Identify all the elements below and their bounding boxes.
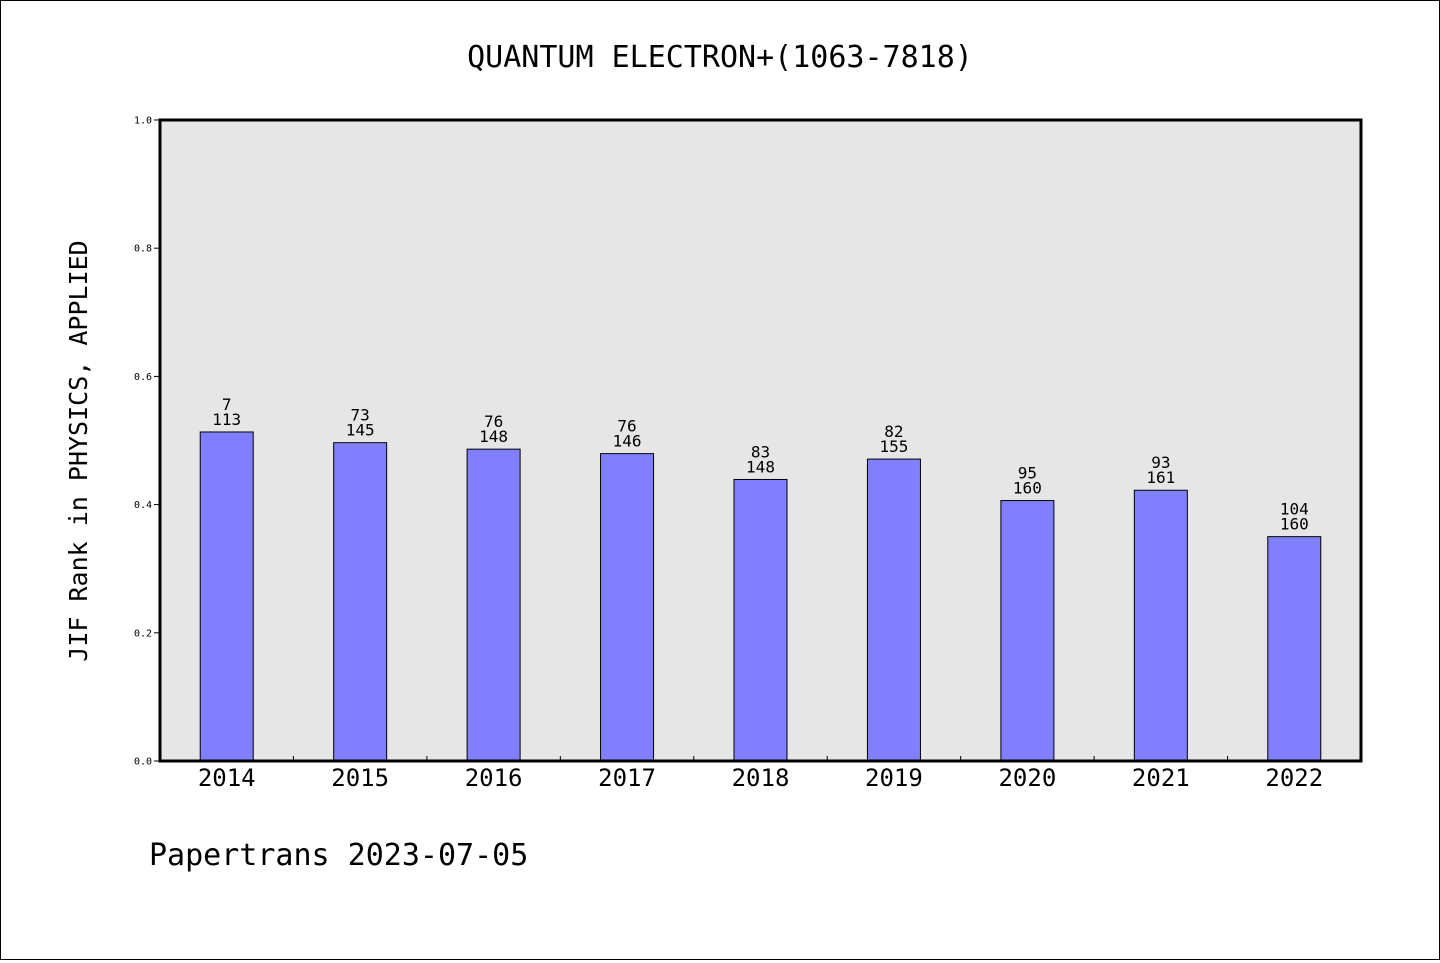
y-tick-label: 1.0 [134, 116, 152, 127]
bar-rank-label: 95 [1018, 464, 1037, 483]
bar-2015 [333, 442, 388, 762]
bar-2017 [600, 453, 655, 762]
bar-rank-label: 7 [222, 395, 232, 414]
y-axis-label: JIF Rank in PHYSICS, APPLIED [64, 240, 93, 661]
x-tick-label: 2019 [865, 764, 923, 792]
y-tick-label: 0.2 [134, 628, 152, 639]
bar-2021 [1133, 489, 1188, 762]
bar-2020 [1000, 500, 1055, 762]
bar-total-label: 155 [879, 437, 908, 456]
bar-total-label: 146 [613, 432, 642, 451]
y-tick-label: 0.4 [134, 500, 152, 511]
y-tick-label: 0.6 [134, 372, 152, 383]
x-tick-label: 2020 [998, 764, 1056, 792]
bar-2018 [733, 478, 788, 762]
bar-total-label: 161 [1146, 468, 1175, 487]
bar-2016 [466, 448, 521, 762]
x-tick-label: 2016 [465, 764, 523, 792]
x-tick-label: 2021 [1132, 764, 1190, 792]
bar-rank-label: 82 [884, 422, 903, 441]
bar-rank-label: 73 [351, 406, 370, 425]
bar-total-label: 148 [746, 457, 775, 476]
bar-2019 [866, 458, 921, 762]
x-tick-label: 2015 [331, 764, 389, 792]
bar-total-label: 145 [346, 421, 375, 440]
bar-total-label: 160 [1280, 515, 1309, 534]
x-tick-label: 2014 [198, 764, 256, 792]
bar-rank-label: 93 [1151, 453, 1170, 472]
bar-rank-label: 76 [617, 417, 636, 436]
bar-total-label: 148 [479, 427, 508, 446]
y-tick-label: 0.0 [134, 757, 152, 768]
bar-rank-label: 76 [484, 412, 503, 431]
bar-rank-label: 83 [751, 442, 770, 461]
x-tick-label: 2017 [598, 764, 656, 792]
bar-2014 [199, 431, 254, 762]
y-tick-label: 0.8 [134, 244, 152, 255]
x-tick-label: 2018 [732, 764, 790, 792]
plot-border [158, 118, 1363, 763]
chart-title: QUANTUM ELECTRON+(1063-7818) [467, 40, 973, 75]
footer-text: Papertrans 2023-07-05 [149, 838, 528, 873]
bar-total-label: 160 [1013, 479, 1042, 498]
bar-rank-label: 104 [1280, 500, 1309, 519]
x-tick-label: 2022 [1265, 764, 1323, 792]
bar-2022 [1267, 536, 1322, 762]
bar-total-label: 113 [212, 410, 241, 429]
